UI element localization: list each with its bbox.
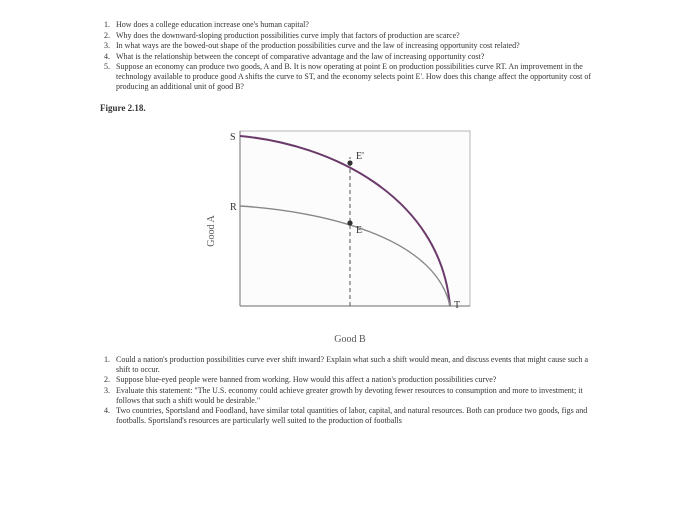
question-text: Suppose blue-eyed people were banned fro… (116, 375, 600, 385)
figure-container: Good A Good B SRE'ET (100, 121, 600, 341)
figure-label: Figure 2.18. (100, 103, 600, 113)
question-number: 1. (100, 20, 116, 30)
question-text: Evaluate this statement: "The U.S. econo… (116, 386, 600, 405)
question-text: How does a college education increase on… (116, 20, 600, 30)
top-question-list: 1.How does a college education increase … (100, 20, 600, 91)
svg-text:R: R (230, 202, 237, 213)
y-axis-label: Good A (206, 215, 217, 246)
question-number: 4. (100, 406, 116, 425)
question-number: 3. (100, 41, 116, 51)
figure-box: Good A Good B SRE'ET (210, 121, 490, 341)
question-number: 1. (100, 355, 116, 374)
svg-text:E: E (356, 225, 362, 236)
question-text: Why does the downward-sloping production… (116, 31, 600, 41)
question-item: 4.Two countries, Sportsland and Foodland… (100, 406, 600, 425)
ppc-chart: S R E' E T (210, 121, 490, 321)
svg-text:S: S (230, 132, 236, 143)
svg-text:E': E' (356, 151, 364, 162)
svg-text:T: T (454, 300, 460, 311)
question-item: 2.Suppose blue-eyed people were banned f… (100, 375, 600, 385)
question-item: 3.Evaluate this statement: "The U.S. eco… (100, 386, 600, 405)
question-number: 3. (100, 386, 116, 405)
question-text: Suppose an economy can produce two goods… (116, 62, 600, 91)
question-item: 3.In what ways are the bowed-out shape o… (100, 41, 600, 51)
question-item: 1.How does a college education increase … (100, 20, 600, 30)
question-number: 2. (100, 375, 116, 385)
question-item: 5.Suppose an economy can produce two goo… (100, 62, 600, 91)
question-item: 2.Why does the downward-sloping producti… (100, 31, 600, 41)
x-axis-label: Good B (334, 334, 365, 345)
question-item: 1.Could a nation's production possibilit… (100, 355, 600, 374)
bottom-question-list: 1.Could a nation's production possibilit… (100, 355, 600, 425)
question-text: What is the relationship between the con… (116, 52, 600, 62)
question-text: Could a nation's production possibilitie… (116, 355, 600, 374)
question-number: 2. (100, 31, 116, 41)
question-number: 4. (100, 52, 116, 62)
question-number: 5. (100, 62, 116, 91)
question-text: In what ways are the bowed-out shape of … (116, 41, 600, 51)
question-item: 4.What is the relationship between the c… (100, 52, 600, 62)
question-text: Two countries, Sportsland and Foodland, … (116, 406, 600, 425)
